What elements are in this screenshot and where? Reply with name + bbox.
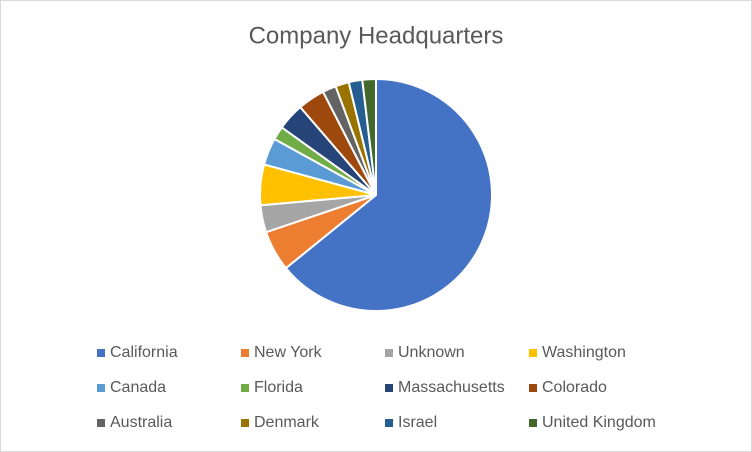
legend-swatch: [97, 419, 105, 427]
legend-label: Massachusetts: [398, 379, 505, 396]
legend-swatch: [241, 419, 249, 427]
legend-swatch: [241, 384, 249, 392]
pie-slice: [361, 77, 377, 196]
legend-swatch: [529, 349, 537, 357]
legend-swatch: [529, 419, 537, 427]
chart-title: Company Headquarters: [249, 22, 504, 49]
legend-label: Florida: [254, 379, 303, 396]
legend-swatch: [241, 349, 249, 357]
legend-label: New York: [254, 344, 323, 361]
legend-label: United Kingdom: [542, 414, 656, 431]
pie-slice: [284, 77, 493, 312]
legend-label: Israel: [398, 414, 437, 431]
legend-label: Unknown: [398, 344, 465, 361]
legend-swatch: [97, 384, 105, 392]
legend-label: Washington: [542, 344, 626, 361]
legend-swatch: [385, 419, 393, 427]
legend-swatch: [97, 349, 105, 357]
legend-label: Australia: [110, 414, 172, 431]
legend-swatch: [529, 384, 537, 392]
legend-label: Canada: [110, 379, 166, 396]
legend-label: Denmark: [254, 414, 320, 431]
legend-label: California: [110, 344, 178, 361]
legend-swatch: [385, 349, 393, 357]
legend-swatch: [385, 384, 393, 392]
legend-label: Colorado: [542, 379, 607, 396]
